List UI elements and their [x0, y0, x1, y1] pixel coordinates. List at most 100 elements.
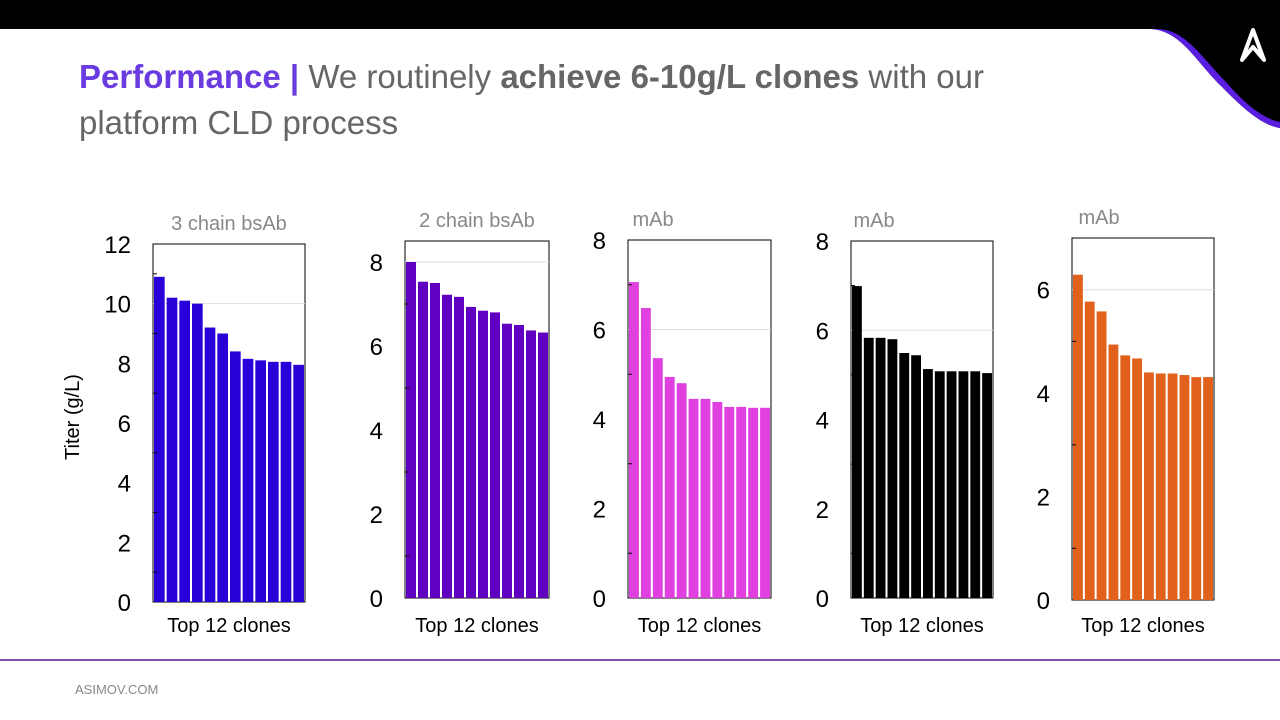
y-tick-label: 2: [1037, 485, 1050, 512]
bar: [946, 371, 957, 598]
bar: [242, 358, 254, 602]
bar: [676, 383, 687, 598]
asimov-logo-icon: [1240, 28, 1266, 62]
y-tick-label: 4: [593, 407, 606, 434]
bar: [934, 371, 945, 598]
bar: [255, 360, 266, 602]
bar: [970, 371, 981, 598]
bar: [538, 332, 548, 598]
chart-3: 0 2 4 6 8 mAb Top 12 clones: [593, 209, 772, 637]
bar: [478, 310, 488, 598]
bar: [1167, 373, 1178, 600]
bar: [154, 276, 165, 602]
x-axis-label: Top 12 clones: [638, 615, 761, 637]
bar: [1073, 274, 1083, 600]
bar: [724, 406, 735, 598]
bar: [852, 286, 862, 598]
y-tick-label: 10: [104, 292, 131, 319]
y-tick-label: 8: [816, 229, 829, 256]
y-tick-label: 0: [816, 586, 829, 613]
y-tick-label: 6: [816, 318, 829, 345]
bar: [748, 407, 759, 598]
bar: [688, 398, 699, 598]
y-tick-label: 2: [118, 530, 131, 557]
plot-area: [404, 240, 550, 599]
title-text-end: with our platform CLD process: [79, 58, 984, 141]
chart-title: mAb: [853, 210, 894, 232]
bar: [899, 353, 910, 598]
bar: [466, 306, 476, 598]
x-axis-label: Top 12 clones: [167, 615, 290, 637]
bar: [664, 376, 675, 598]
bar: [502, 323, 512, 598]
bar: [1155, 373, 1166, 600]
bar: [958, 371, 969, 598]
bar: [230, 351, 241, 602]
bar: [1096, 311, 1107, 600]
y-axis-label: Titer (g/L): [62, 374, 84, 460]
bar: [652, 358, 663, 598]
chart-title: 3 chain bsAb: [171, 213, 287, 235]
bar: [192, 303, 203, 602]
y-tick-label: 12: [104, 232, 131, 259]
y-tick-label: 4: [1037, 381, 1050, 408]
y-tick-label: 0: [118, 590, 131, 617]
title-text: We routinely: [299, 58, 501, 95]
y-tick-label: 4: [118, 471, 131, 498]
y-tick-label: 2: [370, 502, 383, 529]
bar: [923, 369, 933, 598]
bar: [204, 327, 216, 602]
top-bar: [0, 0, 1280, 29]
bar: [1132, 358, 1142, 600]
bar: [1120, 355, 1131, 600]
chart-title: 2 chain bsAb: [419, 210, 535, 232]
y-tick-label: 6: [118, 411, 131, 438]
bar: [442, 294, 452, 598]
bar: [418, 281, 428, 598]
x-axis-label: Top 12 clones: [415, 615, 538, 637]
chart-4: 0 2 4 6 8 mAb Top 12 clones: [816, 210, 994, 637]
title-bold: achieve 6-10g/L clones: [500, 58, 860, 95]
y-tick-label: 8: [370, 250, 383, 277]
y-tick-label: 6: [593, 318, 606, 345]
y-tick-label: 6: [370, 334, 383, 361]
y-tick-label: 2: [593, 497, 606, 524]
bar: [514, 325, 524, 598]
bar: [406, 262, 416, 598]
bar: [911, 355, 921, 598]
y-tick-label: 8: [118, 351, 131, 378]
y-tick-label: 6: [1037, 278, 1050, 305]
x-axis-label: Top 12 clones: [1081, 615, 1204, 637]
bar: [293, 364, 304, 602]
bar: [454, 296, 464, 598]
bar: [629, 282, 639, 598]
plot-area: [627, 239, 772, 599]
bar: [430, 283, 440, 598]
y-tick-label: 8: [593, 228, 606, 255]
chart-1: 0 2 4 6 8 10 12 3 chain bsAb Top 12 clones Titer …: [62, 213, 306, 637]
bar: [490, 312, 500, 598]
bar: [526, 330, 536, 598]
bar: [179, 300, 190, 602]
bar: [736, 406, 747, 598]
y-tick-label: 0: [1037, 588, 1050, 615]
plot-area: [850, 240, 994, 599]
plot-area: [1071, 237, 1215, 601]
footer-divider: [0, 659, 1280, 661]
bar: [712, 401, 723, 598]
bar: [1108, 344, 1119, 600]
bar: [268, 361, 279, 602]
bar: [1191, 377, 1202, 600]
bar: [1179, 375, 1190, 600]
y-tick-label: 2: [816, 497, 829, 524]
bar: [1084, 301, 1095, 600]
bar: [280, 361, 292, 602]
bar: [700, 398, 711, 598]
slide-title: Performance | We routinely achieve 6-10g…: [79, 54, 1079, 146]
y-tick-label: 0: [370, 586, 383, 613]
bar: [1144, 372, 1154, 600]
chart-title: mAb: [1078, 207, 1119, 229]
bar: [887, 339, 898, 598]
bar: [640, 308, 651, 598]
